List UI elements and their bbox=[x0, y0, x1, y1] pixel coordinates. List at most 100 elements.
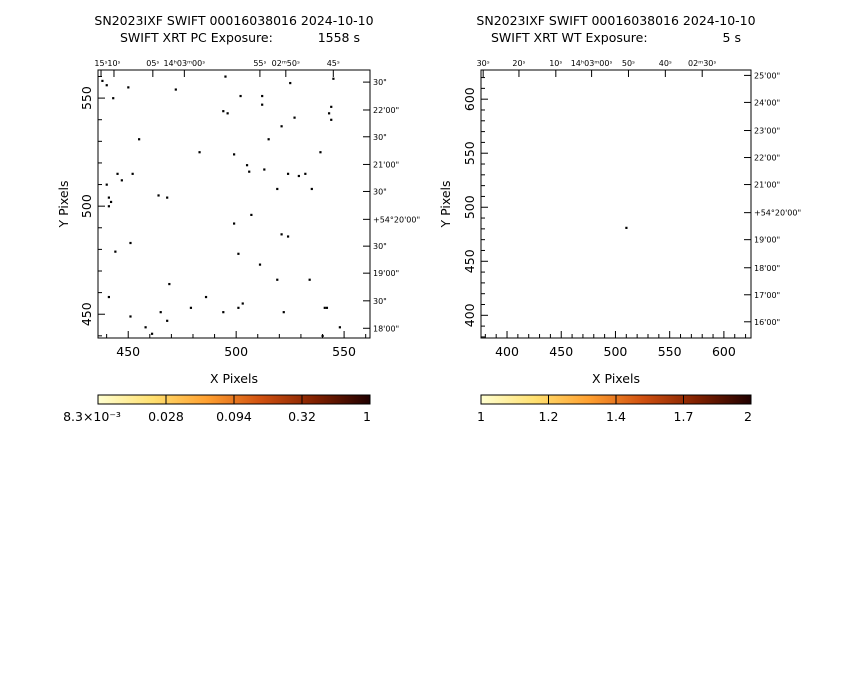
pc-event-point bbox=[107, 205, 110, 208]
wt-ra-label: 20ˢ bbox=[512, 59, 525, 68]
wt-colorbar-ticks: 1 1.2 1.4 1.7 2 bbox=[477, 395, 752, 424]
wt-dec-label: 22'00" bbox=[754, 154, 780, 163]
wt-x-tick-label: 500 bbox=[604, 344, 628, 359]
pc-event-point bbox=[267, 138, 270, 141]
pc-dec-label: 30" bbox=[373, 242, 387, 251]
pc-event-point bbox=[233, 153, 236, 156]
pc-event-point bbox=[332, 77, 335, 80]
wt-event-map bbox=[625, 226, 628, 229]
pc-dec-label: +54°20'00" bbox=[373, 215, 420, 224]
wt-dec-label: 21'00" bbox=[754, 181, 780, 190]
pc-event-point bbox=[304, 172, 307, 175]
pc-colorbar-label: 0.32 bbox=[288, 409, 316, 424]
wt-x-axis-label: X Pixels bbox=[592, 371, 640, 386]
pc-event-point bbox=[189, 306, 193, 309]
wt-dec-label: 23'00" bbox=[754, 127, 780, 136]
pc-event-point bbox=[237, 306, 240, 309]
pc-event-point bbox=[157, 194, 160, 197]
pc-event-point bbox=[166, 196, 169, 199]
wt-dec-label: 18'00" bbox=[754, 264, 780, 273]
wt-ra-label: 02ᵐ30ˢ bbox=[688, 59, 716, 68]
pc-event-point bbox=[286, 235, 290, 238]
pc-x-tick-label: 450 bbox=[116, 344, 140, 359]
pc-ra-label: 15ˢ bbox=[94, 59, 107, 68]
pc-panel: SN2023IXF SWIFT 00016038016 2024-10-10 S… bbox=[56, 13, 420, 424]
pc-ra-label: 14ʰ03ᵐ00ˢ bbox=[163, 59, 205, 68]
pc-colorbar-label: 1 bbox=[363, 409, 371, 424]
wt-dec-label: 19'00" bbox=[754, 236, 780, 245]
pc-y-tick-label: 450 bbox=[79, 302, 94, 326]
pc-event-point bbox=[263, 168, 266, 171]
pc-ra-label: 55ˢ bbox=[253, 59, 266, 68]
pc-event-point bbox=[293, 116, 296, 119]
pc-dec-label: 18'00" bbox=[373, 324, 399, 333]
pc-event-point bbox=[308, 278, 311, 281]
pc-ra-label: 05ˢ bbox=[146, 59, 159, 68]
pc-event-point bbox=[248, 170, 251, 173]
pc-ra-label: 10ˢ bbox=[107, 59, 120, 68]
pc-dec-labels: 30" 22'00" 30" 21'00" 30" +54°20'00" 30" 19'00"… bbox=[373, 78, 420, 333]
wt-event-point bbox=[625, 226, 628, 229]
wt-tick-marks bbox=[481, 70, 751, 338]
pc-event-point bbox=[101, 79, 104, 83]
pc-event-point bbox=[114, 250, 117, 253]
pc-event-point bbox=[129, 315, 132, 318]
pc-dec-label: 30" bbox=[373, 187, 387, 196]
pc-event-point bbox=[144, 326, 147, 329]
wt-colorbar-label: 1.7 bbox=[674, 409, 694, 424]
pc-event-point bbox=[120, 179, 123, 182]
wt-y-tick-label: 500 bbox=[462, 195, 477, 219]
pc-colorbar-label: 0.094 bbox=[216, 409, 252, 424]
pc-tick-marks bbox=[98, 70, 370, 338]
pc-ra-label: 02ᵐ50ˢ bbox=[272, 59, 300, 68]
pc-x-tick-labels: 450 500 550 bbox=[116, 344, 356, 359]
pc-dec-label: 19'00" bbox=[373, 269, 399, 278]
wt-ra-labels: 30ˢ 20ˢ 10ˢ 14ʰ03ᵐ00ˢ 50ˢ 40ˢ 02ᵐ30ˢ bbox=[477, 59, 717, 68]
wt-ra-label: 10ˢ bbox=[549, 59, 562, 68]
pc-event-point bbox=[107, 295, 110, 299]
wt-dec-label: 16'00" bbox=[754, 318, 780, 327]
pc-event-point bbox=[321, 334, 324, 338]
pc-event-point bbox=[222, 110, 225, 113]
pc-event-point bbox=[129, 241, 132, 245]
pc-event-point bbox=[237, 252, 240, 255]
wt-panel: SN2023IXF SWIFT 00016038016 2024-10-10 S… bbox=[438, 13, 801, 424]
pc-title: SN2023IXF SWIFT 00016038016 2024-10-10 bbox=[94, 13, 373, 28]
pc-colorbar-label: 8.3×10⁻³ bbox=[63, 409, 121, 424]
pc-event-point bbox=[276, 278, 279, 281]
pc-colorbar-label: 0.028 bbox=[148, 409, 184, 424]
pc-event-point bbox=[159, 311, 162, 314]
wt-exposure-value: 5 s bbox=[723, 30, 741, 45]
wt-y-tick-label: 600 bbox=[462, 87, 477, 111]
pc-event-point bbox=[323, 306, 326, 309]
pc-event-point bbox=[204, 295, 208, 299]
wt-x-tick-label: 400 bbox=[495, 344, 519, 359]
pc-event-point bbox=[107, 196, 110, 199]
pc-event-point bbox=[330, 118, 333, 121]
pc-event-point bbox=[239, 94, 242, 98]
wt-colorbar-label: 1 bbox=[477, 409, 485, 424]
pc-ra-labels: 15ˢ 10ˢ 05ˢ 14ʰ03ᵐ00ˢ 55ˢ 02ᵐ50ˢ 45ˢ bbox=[94, 59, 339, 68]
wt-x-tick-label: 600 bbox=[712, 344, 736, 359]
pc-event-point bbox=[327, 112, 331, 115]
pc-event-point bbox=[127, 86, 130, 89]
wt-dec-label: 25'00" bbox=[754, 71, 780, 80]
pc-dec-label: 30" bbox=[373, 133, 387, 142]
pc-ra-label: 45ˢ bbox=[327, 59, 340, 68]
pc-event-point bbox=[289, 81, 292, 85]
wt-y-tick-label: 550 bbox=[462, 141, 477, 165]
pc-event-point bbox=[297, 174, 300, 178]
pc-y-tick-label: 500 bbox=[79, 194, 94, 218]
wt-ra-label: 30ˢ bbox=[477, 59, 490, 68]
wt-exposure-label: SWIFT XRT WT Exposure: bbox=[491, 30, 648, 45]
pc-event-point bbox=[198, 151, 201, 154]
pc-event-point bbox=[166, 319, 169, 322]
pc-event-point bbox=[138, 138, 141, 141]
pc-exposure-label: SWIFT XRT PC Exposure: bbox=[120, 30, 273, 45]
wt-x-tick-label: 550 bbox=[658, 344, 682, 359]
pc-event-point bbox=[131, 172, 134, 175]
pc-event-point bbox=[250, 213, 253, 217]
pc-event-point bbox=[261, 94, 264, 98]
wt-colorbar-label: 1.4 bbox=[606, 409, 626, 424]
